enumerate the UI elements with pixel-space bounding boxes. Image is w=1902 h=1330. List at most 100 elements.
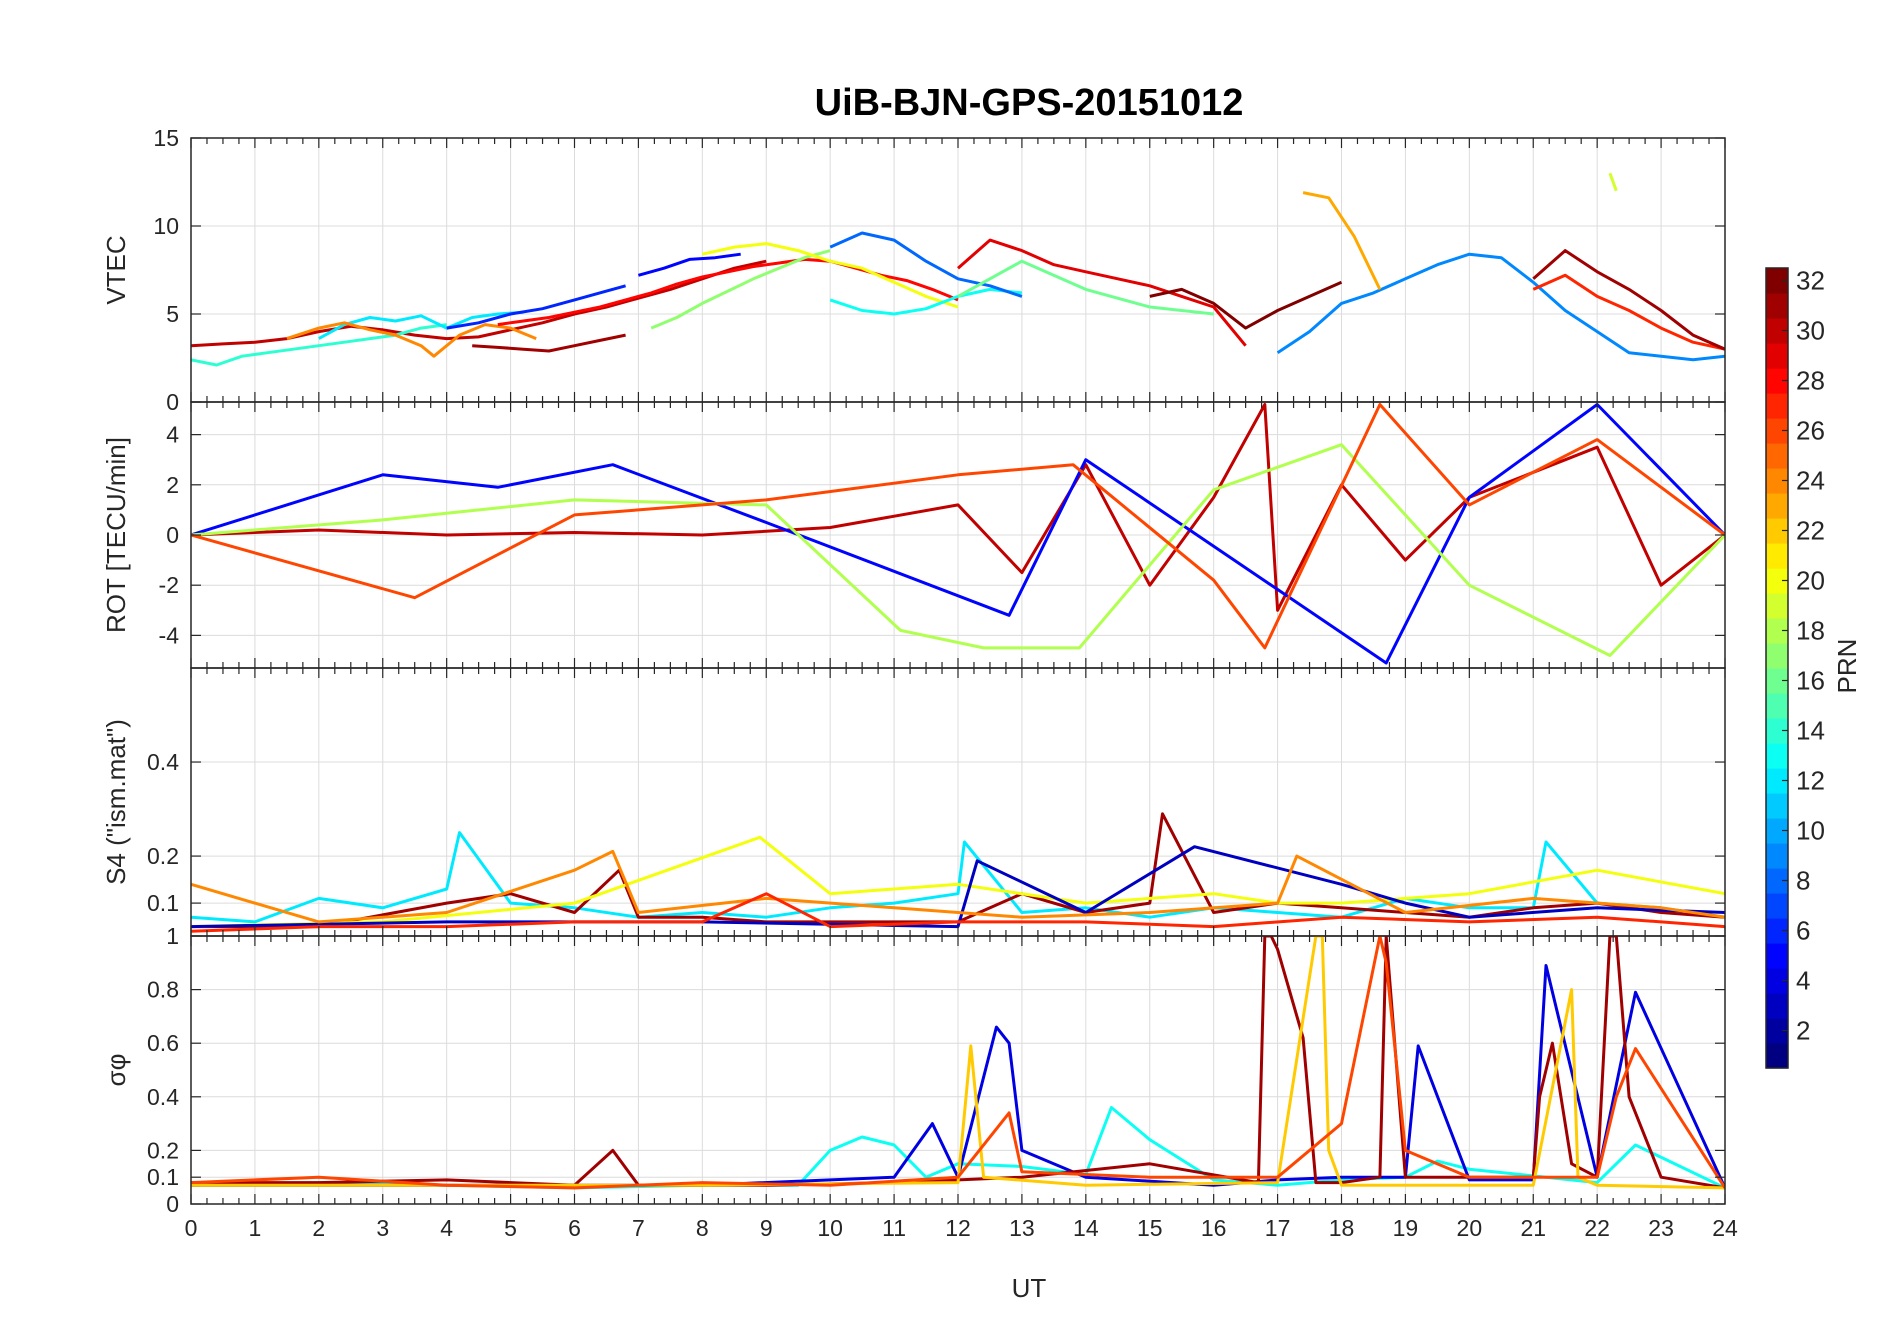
sigma-series-prn-22 <box>191 936 1725 1190</box>
colorbar-swatch <box>1766 793 1788 819</box>
x-tick-label: 17 <box>1265 1215 1291 1241</box>
vtec-series-prn-23 <box>1302 191 1382 291</box>
s4-y-tick-label: 0.1 <box>147 890 179 916</box>
x-tick-label: 10 <box>817 1215 843 1241</box>
x-tick-label: 3 <box>376 1215 389 1241</box>
rot-y-axis-label: ROT [TECU/min] <box>101 437 131 633</box>
sigma-y-tick-label: 0.6 <box>147 1030 179 1056</box>
colorbar-tick-label: 28 <box>1796 366 1825 396</box>
vtec-series-prn-30 <box>191 259 767 348</box>
vtec-y-tick-label: 0 <box>166 389 179 415</box>
x-tick-label: 13 <box>1009 1215 1035 1241</box>
vtec-series-prn-14 <box>191 323 447 367</box>
colorbar-swatch <box>1766 668 1788 694</box>
x-tick-label: 2 <box>312 1215 325 1241</box>
rot-y-tick-label: 2 <box>166 472 179 498</box>
rot-series-prn-5 <box>191 403 1725 665</box>
colorbar-tick-label: 6 <box>1796 916 1810 946</box>
colorbar-tick-label: 26 <box>1796 416 1825 446</box>
x-tick-label: 19 <box>1393 1215 1419 1241</box>
vtec-series-prn-6 <box>446 284 627 330</box>
colorbar-tick-label: 20 <box>1796 566 1825 596</box>
s4-series-prn-12 <box>191 831 1725 924</box>
figure-title: UiB-BJN-GPS-20151012 <box>815 82 1244 124</box>
sigma-series-prn-26 <box>191 936 1725 1190</box>
vtec-series-prn-32 <box>1149 280 1343 330</box>
colorbar-swatch <box>1766 868 1788 894</box>
s4-y-tick-label: 0.2 <box>147 843 179 869</box>
colorbar-swatch <box>1766 768 1788 794</box>
sigma-series-group <box>191 936 1725 1190</box>
colorbar-frame <box>1765 267 1789 1069</box>
sigma-y-tick-label: 0.4 <box>147 1084 179 1110</box>
colorbar-tick-label: 16 <box>1796 666 1825 696</box>
sigma-y-tick-label: 0.8 <box>147 977 179 1003</box>
colorbar-swatch <box>1766 693 1788 719</box>
sigma-y-tick-label: 1 <box>166 923 179 949</box>
vtec-series-prn-9 <box>1276 252 1725 362</box>
rot-y-tick-label: 4 <box>166 422 179 448</box>
vtec-series-prn-31 <box>1532 249 1725 351</box>
s4-panel: 0.1 0.2 0.4 S4 ("ism.mat") <box>101 667 1726 937</box>
vtec-y-tick-label: 10 <box>153 213 179 239</box>
colorbar-swatch <box>1766 468 1788 494</box>
vtec-series-group <box>191 172 1725 367</box>
colorbar-swatch <box>1766 618 1788 644</box>
rot-y-tick-label: -2 <box>159 572 179 598</box>
vtec-series-prn-16 <box>957 259 1214 316</box>
colorbar-swatch <box>1766 593 1788 619</box>
rot-panel: -4 -2 0 2 4 ROT [TECU/min] <box>101 401 1726 669</box>
x-tick-label: 8 <box>696 1215 709 1241</box>
x-axis-label: UT <box>1012 1273 1047 1303</box>
x-tick-label: 23 <box>1648 1215 1674 1241</box>
x-tick-label: 21 <box>1520 1215 1546 1241</box>
colorbar-swatch <box>1766 968 1788 994</box>
s4-y-axis-label: S4 ("ism.mat") <box>101 719 131 885</box>
colorbar-swatch <box>1766 643 1788 669</box>
x-tick-label: 1 <box>249 1215 262 1241</box>
x-tick-label: 20 <box>1457 1215 1483 1241</box>
colorbar-swatch <box>1766 393 1788 419</box>
colorbar-swatch <box>1766 318 1788 344</box>
colorbar-swatch <box>1766 568 1788 594</box>
vtec-series-prn-8 <box>829 231 1023 298</box>
rot-y-tick-label: 0 <box>166 522 179 548</box>
s4-series-prn-24 <box>191 849 1725 924</box>
colorbar-swatch <box>1766 543 1788 569</box>
colorbar-swatch <box>1766 343 1788 369</box>
vtec-y-tick-label: 5 <box>166 301 179 327</box>
colorbar-tick-label: 4 <box>1796 966 1810 996</box>
colorbar-tick-label: 32 <box>1796 266 1825 296</box>
x-tick-label: 22 <box>1584 1215 1610 1241</box>
vtec-series-prn-24 <box>286 321 537 358</box>
colorbar-swatch <box>1766 293 1788 319</box>
x-tick-label: 15 <box>1137 1215 1163 1241</box>
vtec-series-prn-27 <box>1532 273 1725 351</box>
x-tick-label: 14 <box>1073 1215 1099 1241</box>
colorbar-swatch <box>1766 943 1788 969</box>
s4-series-group <box>191 812 1725 933</box>
colorbar-swatch <box>1766 818 1788 844</box>
vtec-series-prn-31 <box>472 333 626 353</box>
sigma-series-prn-31 <box>191 936 1725 1190</box>
x-tick-label: 12 <box>945 1215 971 1241</box>
colorbar-swatch <box>1766 918 1788 944</box>
x-tick-label: 4 <box>440 1215 453 1241</box>
x-tick-label: 18 <box>1329 1215 1355 1241</box>
colorbar-tick-label: 10 <box>1796 816 1825 846</box>
sigma-y-axis-label: σφ <box>101 1054 131 1087</box>
rot-y-tick-label: -4 <box>159 622 180 648</box>
colorbar-tick-label: 18 <box>1796 616 1825 646</box>
vtec-series-prn-20 <box>701 242 959 309</box>
x-tick-label: 5 <box>504 1215 517 1241</box>
colorbar-swatch <box>1766 493 1788 519</box>
s4-series-prn-27 <box>191 892 1725 933</box>
vtec-y-axis-label: VTEC <box>101 235 131 304</box>
s4-y-tick-label: 0.4 <box>147 749 179 775</box>
colorbar-swatch <box>1766 368 1788 394</box>
sigma-series-prn-4 <box>191 964 1725 1189</box>
sigma-y-tick-label: 0.2 <box>147 1137 179 1163</box>
vtec-series-prn-19 <box>1608 172 1618 192</box>
vtec-series-prn-12 <box>318 310 524 340</box>
